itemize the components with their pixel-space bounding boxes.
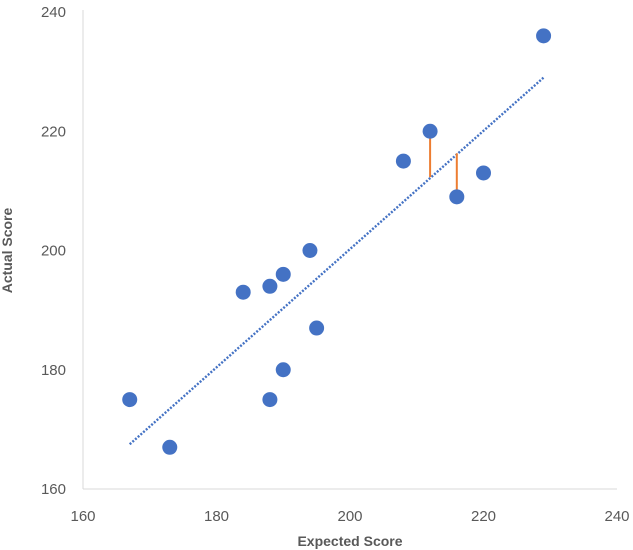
data-point bbox=[395, 153, 411, 169]
x-tick-label: 160 bbox=[70, 508, 95, 525]
x-tick-label: 220 bbox=[471, 508, 496, 525]
data-points bbox=[122, 28, 552, 455]
data-point bbox=[122, 392, 138, 408]
trendline-group bbox=[128, 76, 545, 446]
data-point bbox=[449, 189, 465, 205]
x-tick-label: 240 bbox=[604, 508, 629, 525]
data-point bbox=[162, 439, 178, 455]
data-point bbox=[262, 392, 278, 408]
x-tick-label: 180 bbox=[204, 508, 229, 525]
x-axis-title: Expected Score bbox=[297, 533, 402, 549]
data-point bbox=[275, 266, 291, 282]
data-point bbox=[262, 278, 278, 294]
axes bbox=[82, 10, 617, 490]
y-tick-label: 200 bbox=[41, 243, 66, 260]
trendline bbox=[128, 76, 545, 446]
data-point bbox=[422, 123, 438, 139]
data-point bbox=[235, 284, 251, 300]
y-axis-title: Actual Score bbox=[0, 207, 15, 293]
x-tick-label: 200 bbox=[337, 508, 362, 525]
y-tick-label: 180 bbox=[41, 362, 66, 379]
data-point bbox=[536, 28, 552, 44]
data-point bbox=[275, 362, 291, 378]
data-point bbox=[302, 243, 318, 258]
y-tick-label: 160 bbox=[41, 481, 66, 498]
data-point bbox=[309, 320, 325, 336]
x-tick-labels: 160 180 200 220 240 bbox=[70, 508, 629, 525]
y-tick-label: 240 bbox=[41, 4, 66, 21]
residual-lines bbox=[429, 131, 458, 197]
y-tick-labels: 160 180 200 220 240 bbox=[41, 4, 66, 498]
data-point bbox=[476, 165, 491, 181]
y-tick-label: 220 bbox=[41, 123, 66, 140]
